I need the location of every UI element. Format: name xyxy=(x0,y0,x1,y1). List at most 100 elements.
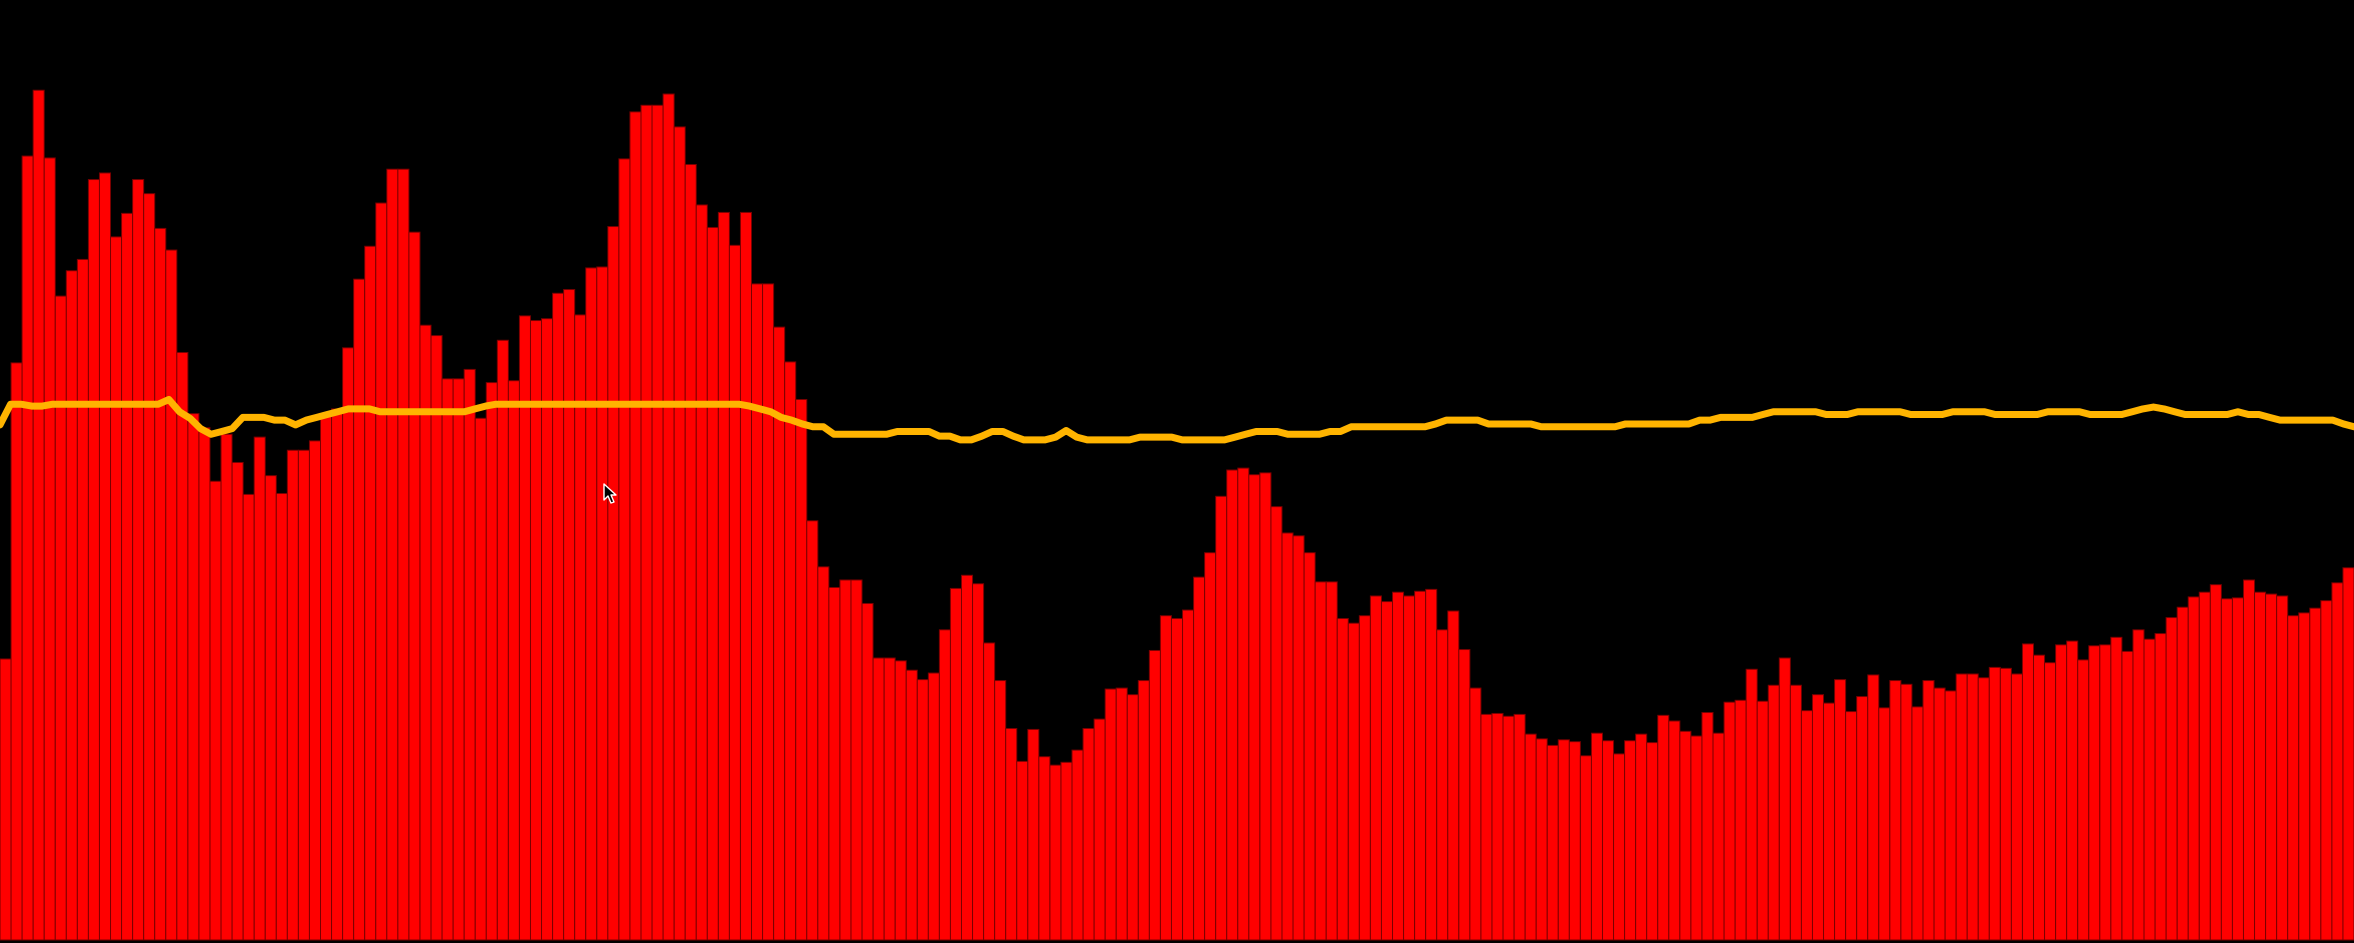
spectrum-bar xyxy=(43,157,56,941)
spectrum-bar xyxy=(1358,615,1371,941)
spectrum-bar xyxy=(1524,733,1537,941)
spectrum-bar xyxy=(662,93,675,941)
spectrum-bar xyxy=(1369,595,1382,941)
spectrum-bar xyxy=(673,126,686,941)
spectrum-bar xyxy=(695,204,708,941)
spectrum-bar xyxy=(1259,472,1272,941)
spectrum-bar xyxy=(1867,674,1880,941)
spectrum-bar xyxy=(375,202,388,941)
spectrum-bar xyxy=(419,324,432,941)
spectrum-bar xyxy=(2088,645,2101,941)
spectrum-bar xyxy=(353,278,366,941)
spectrum-bar xyxy=(154,227,167,941)
spectrum-bar xyxy=(585,267,598,941)
spectrum-bar xyxy=(308,440,322,941)
spectrum-bar xyxy=(1049,764,1062,941)
spectrum-bar xyxy=(1745,668,1758,941)
spectrum-bar xyxy=(1977,677,1990,941)
spectrum-bar xyxy=(2198,591,2211,941)
spectrum-bar xyxy=(1226,469,1239,941)
spectrum-bar xyxy=(1502,715,1515,941)
spectrum-bar xyxy=(1889,680,1902,941)
spectrum-bar xyxy=(905,669,918,941)
spectrum-bar xyxy=(1568,741,1581,941)
spectrum-bar xyxy=(1491,712,1504,941)
spectrum-bar xyxy=(2209,584,2222,941)
spectrum-bar xyxy=(861,602,874,941)
spectrum-bar xyxy=(342,347,355,941)
spectrum-bar xyxy=(1082,728,1095,941)
spectrum-bar xyxy=(1601,740,1615,941)
spectrum-bar xyxy=(1834,679,1847,941)
spectrum-bar xyxy=(2187,596,2200,941)
spectrum-bar xyxy=(1270,506,1283,941)
spectrum-bar xyxy=(2121,650,2134,941)
spectrum-bar xyxy=(938,629,951,941)
spectrum-bar xyxy=(496,339,509,941)
spectrum-bar xyxy=(1237,467,1250,941)
spectrum-bar xyxy=(76,258,89,941)
spectrum-bar xyxy=(1557,739,1570,941)
spectrum-bar xyxy=(1425,588,1438,941)
spectrum-bar xyxy=(1414,590,1427,941)
spectrum-bar xyxy=(1038,756,1051,941)
spectrum-bar xyxy=(2021,643,2034,941)
spectrum-bar xyxy=(1999,667,2012,941)
spectrum-bar xyxy=(1193,576,1206,941)
spectrum-bar xyxy=(275,493,288,941)
spectrum-bar xyxy=(187,413,200,941)
spectrum-bar xyxy=(1878,707,1891,941)
spectrum-bar xyxy=(629,111,642,941)
spectrum-bar xyxy=(1767,684,1780,941)
spectrum-bar xyxy=(143,193,156,941)
spectrum-bar xyxy=(98,172,112,941)
spectrum-bar xyxy=(452,378,465,941)
spectrum-bar xyxy=(441,378,454,941)
spectrum-bar xyxy=(850,579,863,941)
spectrum-bar xyxy=(1060,761,1073,941)
spectrum-bar xyxy=(1027,728,1040,941)
spectrum-bar xyxy=(618,158,631,941)
spectrum-bar xyxy=(1966,673,1979,941)
spectrum-bar xyxy=(1447,610,1460,941)
spectrum-bar xyxy=(1292,535,1305,941)
spectrum-bar xyxy=(1403,595,1416,941)
spectrum-bar xyxy=(563,289,576,941)
spectrum-bar xyxy=(1204,552,1217,941)
spectrum-bar xyxy=(1137,680,1150,941)
spectrum-bar xyxy=(994,680,1007,941)
spectrum-bar xyxy=(1933,687,1946,941)
spectrum-bar xyxy=(2110,636,2123,941)
spectrum-bar xyxy=(231,461,244,941)
spectrum-bar xyxy=(430,335,443,941)
spectrum-bar xyxy=(1944,690,1957,941)
spectrum-bar xyxy=(87,179,100,941)
spectrum-bar xyxy=(463,368,476,941)
spectrum-bar xyxy=(2055,644,2068,941)
spectrum-bar xyxy=(1624,740,1637,941)
spectrum-bar xyxy=(751,283,764,941)
spectrum-bar xyxy=(209,480,222,941)
spectrum-bar xyxy=(1911,706,1924,941)
spectrum-bar xyxy=(1148,649,1161,941)
spectrum-bar xyxy=(640,104,653,941)
spectrum-bar xyxy=(2220,598,2233,941)
spectrum-bar xyxy=(1723,701,1736,941)
spectrum-bar xyxy=(2276,595,2289,941)
spectrum-bar xyxy=(1955,673,1968,941)
spectrum-bar xyxy=(1690,735,1703,941)
spectrum-bar xyxy=(1635,733,1648,941)
spectrum-bar xyxy=(32,89,45,941)
spectrum-bar xyxy=(176,352,189,941)
spectrum-bar xyxy=(253,436,266,941)
spectrum-bar xyxy=(529,320,543,941)
spectrum-bar xyxy=(1380,601,1394,941)
spectrum-bar xyxy=(1071,749,1084,941)
spectrum-bar xyxy=(2242,579,2256,941)
spectrum-bar xyxy=(1392,591,1405,941)
spectrum-bar xyxy=(728,244,741,941)
average-level-line xyxy=(0,396,2354,444)
spectrum-bar xyxy=(132,179,145,941)
spectrum-bar xyxy=(408,231,421,941)
spectrum-bar xyxy=(1325,581,1338,941)
